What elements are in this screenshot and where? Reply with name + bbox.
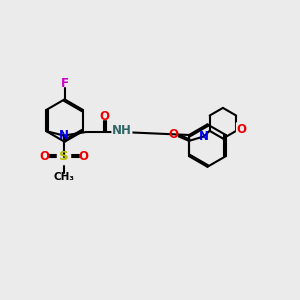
- Text: NH: NH: [112, 124, 132, 137]
- Text: N: N: [59, 129, 69, 142]
- Text: O: O: [99, 110, 109, 123]
- Text: F: F: [61, 77, 69, 90]
- Text: O: O: [236, 123, 247, 136]
- Text: O: O: [40, 150, 50, 163]
- Text: S: S: [59, 150, 69, 163]
- Text: N: N: [199, 130, 209, 143]
- Text: CH₃: CH₃: [53, 172, 74, 182]
- Text: O: O: [169, 128, 179, 141]
- Text: O: O: [78, 150, 88, 163]
